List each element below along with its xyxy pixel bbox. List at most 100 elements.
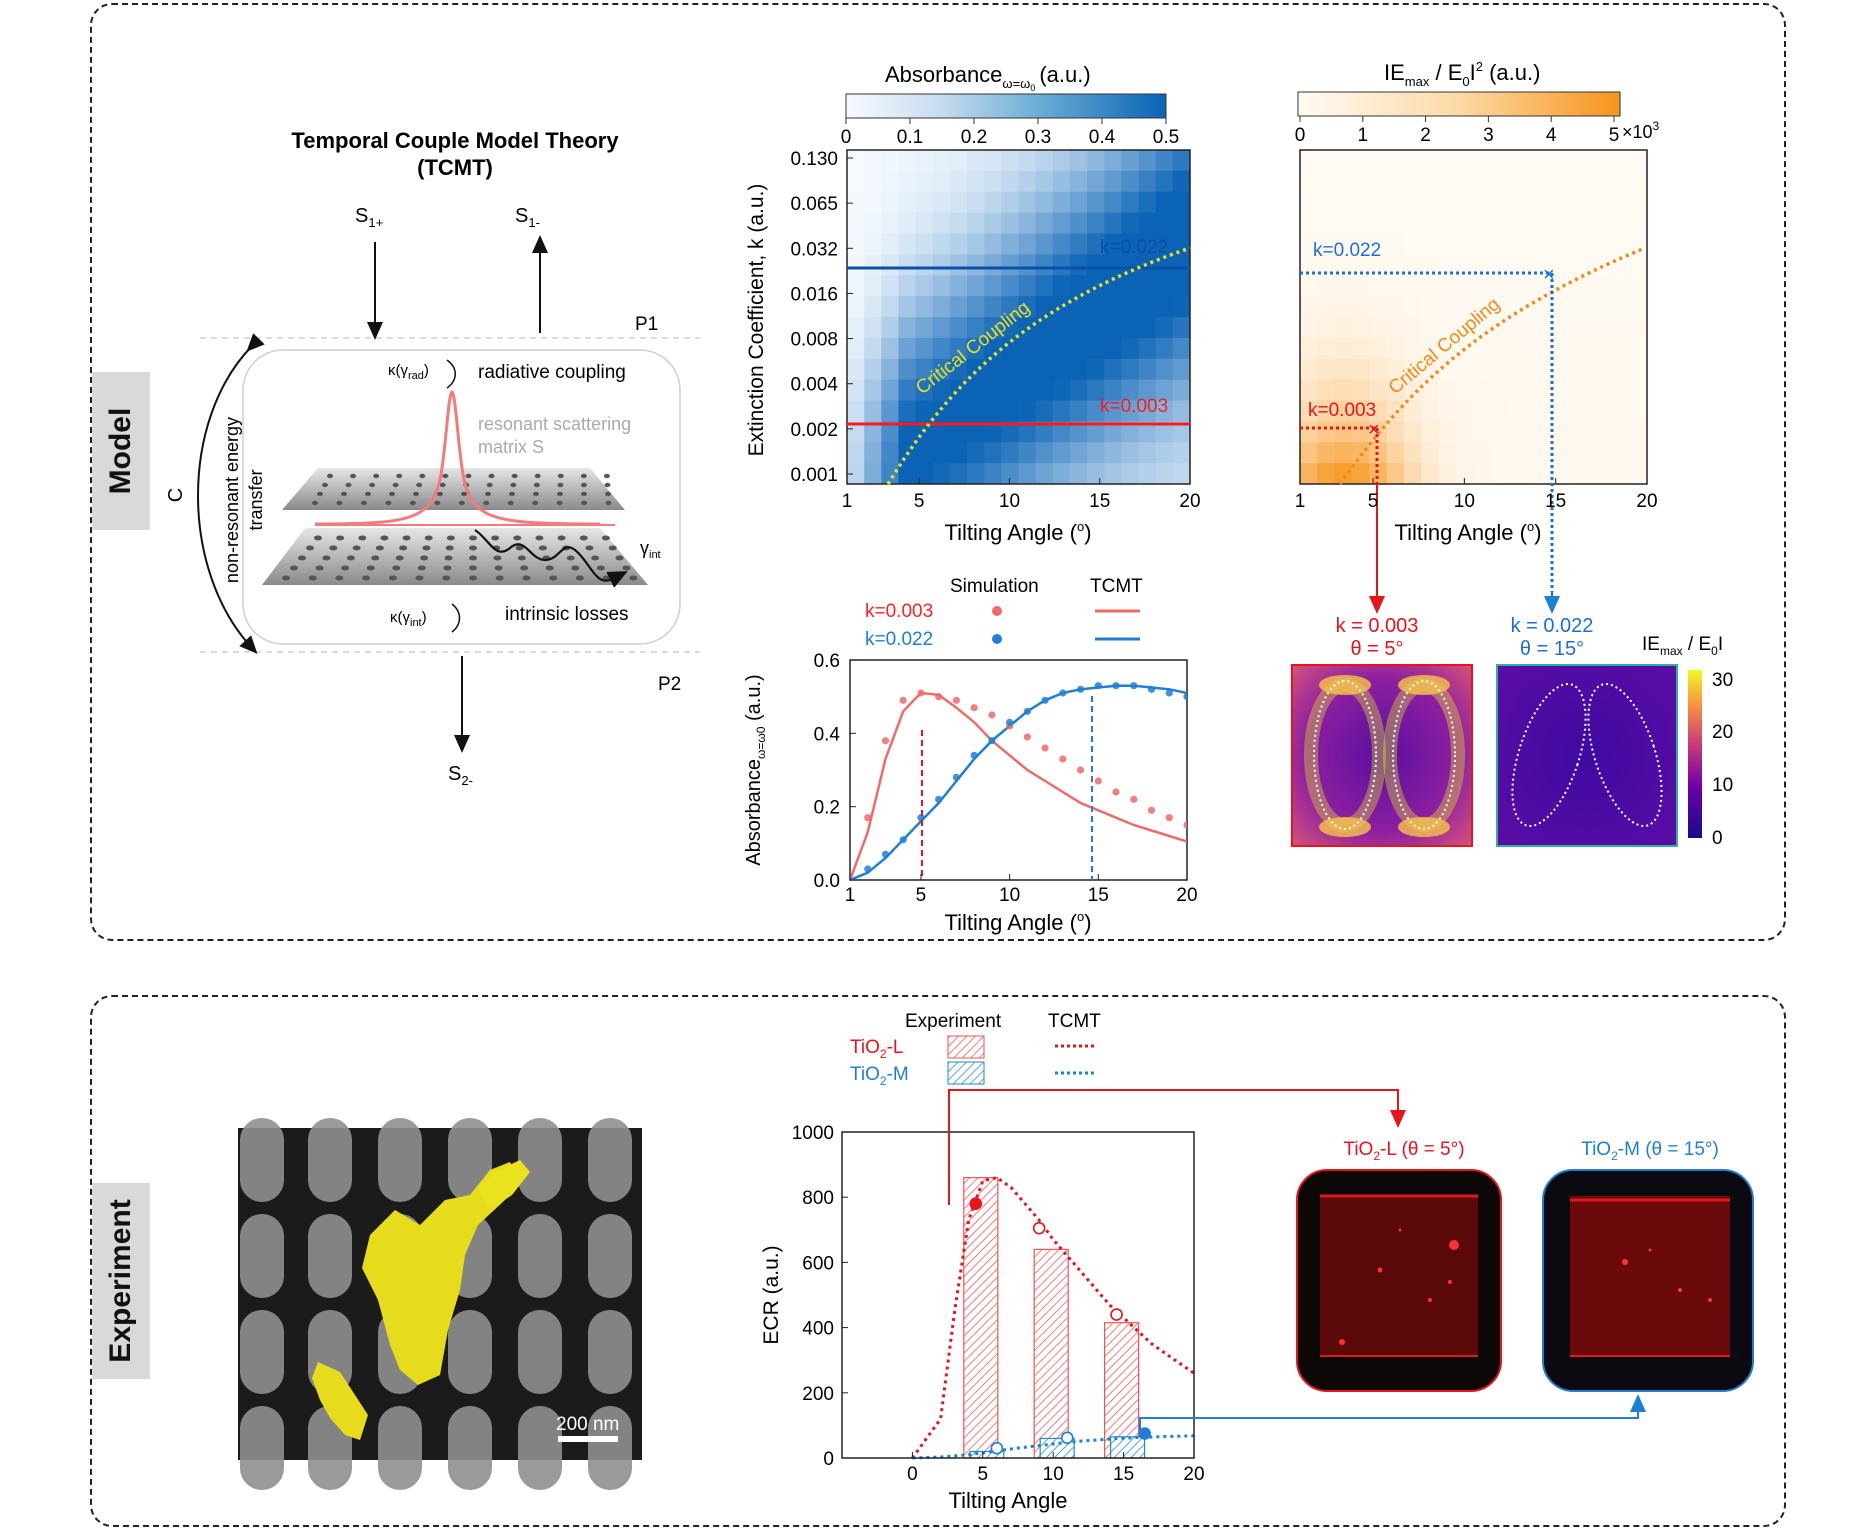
field-heat-cell bbox=[1542, 421, 1561, 443]
field-heat-cell bbox=[1629, 170, 1647, 193]
fluorescence-images: TiO2-L (θ = 5°) TiO2-M (θ = 15°) bbox=[1296, 1139, 1754, 1392]
field-heat-cell bbox=[1317, 191, 1336, 214]
field-heat-cell bbox=[1612, 296, 1631, 318]
pillar bbox=[615, 555, 624, 561]
abs-heat-cell bbox=[1138, 358, 1157, 381]
pillar bbox=[380, 535, 389, 541]
field-heat-cell bbox=[1508, 337, 1527, 360]
ecr-blue-connector bbox=[1139, 1394, 1646, 1434]
field-heat-cell bbox=[1560, 358, 1579, 381]
field-heat-cell bbox=[1404, 358, 1423, 381]
absplot-sim-point bbox=[899, 836, 907, 844]
abs-heat-cell bbox=[864, 463, 882, 484]
abs-heat-cell bbox=[1172, 337, 1190, 360]
field-xlabel: Tilting Angle (o) bbox=[1394, 519, 1541, 545]
abs-heat-cell bbox=[1035, 379, 1054, 402]
field-heat-cell bbox=[1508, 170, 1527, 193]
field-heat-cell bbox=[1490, 442, 1509, 464]
pillar bbox=[469, 575, 477, 581]
abs-heat-cell bbox=[1138, 442, 1157, 464]
abs-heat-cell bbox=[949, 379, 968, 402]
field-heat-cell bbox=[1369, 275, 1388, 297]
fluor-right-title: TiO2-M (θ = 15°) bbox=[1581, 1139, 1719, 1163]
absplot-sim-point bbox=[881, 850, 890, 858]
abs-heat-cell bbox=[881, 212, 900, 235]
field-frame bbox=[1299, 149, 1648, 485]
field-heat-cell bbox=[1473, 442, 1492, 464]
field-heat-cell bbox=[1508, 463, 1527, 484]
pillar bbox=[417, 565, 426, 571]
pillar bbox=[358, 535, 367, 541]
field-x-tick-label: 20 bbox=[1636, 491, 1657, 512]
abs-heat-cell bbox=[915, 379, 934, 402]
pillar bbox=[352, 545, 361, 551]
field-heat-cell bbox=[1629, 150, 1647, 172]
field-heat-cell bbox=[1421, 337, 1440, 360]
field-heat-cell bbox=[1508, 400, 1527, 422]
nf-colorbar-ticks: 30 20 10 0 bbox=[1712, 670, 1733, 849]
abs-heat-cell bbox=[864, 150, 882, 172]
absplot-x-tick-label: 10 bbox=[999, 885, 1020, 906]
abs-heat-cell bbox=[898, 150, 917, 172]
field-heat-cell bbox=[1473, 191, 1492, 214]
pillar bbox=[402, 535, 411, 541]
field-heat-cell bbox=[1386, 337, 1405, 360]
ecr-y-tick-label: 600 bbox=[802, 1253, 834, 1274]
field-heat-cell bbox=[1386, 442, 1405, 464]
abs-heat-cell bbox=[1069, 463, 1088, 484]
field-heat-cell bbox=[1404, 233, 1423, 255]
radiative-coupling-label: radiative coupling bbox=[478, 362, 626, 383]
pillar bbox=[420, 555, 429, 561]
absplot-y-ticks: 0.0 0.2 0.4 0.6 bbox=[814, 651, 856, 892]
field-heat-cell bbox=[1334, 400, 1353, 422]
abs-heat-cell bbox=[1069, 191, 1088, 214]
sem-pillar bbox=[518, 1214, 562, 1298]
abs-heat-cell bbox=[1069, 421, 1088, 443]
abs-heat-cell bbox=[1087, 150, 1105, 172]
abs-heat-cell bbox=[1069, 358, 1088, 381]
pillar bbox=[585, 545, 594, 551]
abs-heat-cell bbox=[984, 212, 1002, 235]
abs-heat-cell bbox=[1138, 337, 1157, 360]
pillar bbox=[596, 565, 605, 571]
abs-heat-cell bbox=[984, 275, 1002, 297]
field-heat-cell bbox=[1438, 170, 1457, 193]
abs-heat-cell bbox=[967, 150, 985, 172]
abs-heat-cell bbox=[847, 421, 865, 443]
field-heat-cell bbox=[1456, 400, 1475, 422]
field-heat-cell bbox=[1456, 463, 1475, 484]
abs-heat-cell bbox=[1052, 150, 1071, 172]
pillar bbox=[424, 535, 433, 541]
abs-heat-cell bbox=[1069, 379, 1088, 402]
field-heat-cell bbox=[1594, 442, 1613, 464]
pillar bbox=[314, 535, 322, 541]
field-heat-cell bbox=[1594, 463, 1613, 484]
sem-pillar bbox=[240, 1118, 284, 1202]
field-heat-cells bbox=[1300, 150, 1647, 484]
field-heat-cell bbox=[1421, 358, 1440, 381]
sem-pillar bbox=[308, 1118, 352, 1202]
abs-heat-cell bbox=[1155, 254, 1174, 276]
abs-heat-cell bbox=[864, 233, 882, 255]
field-heat-cell bbox=[1525, 170, 1544, 193]
field-heat-cell bbox=[1317, 254, 1336, 276]
field-heat-cell bbox=[1612, 275, 1631, 297]
field-heat-cell bbox=[1612, 317, 1631, 339]
sem-pillar bbox=[448, 1310, 492, 1394]
pillar bbox=[365, 491, 371, 497]
abs-heat-cell bbox=[847, 150, 865, 172]
abs-y-tick-label: 0.004 bbox=[790, 375, 838, 396]
field-heat-cell bbox=[1612, 379, 1631, 402]
abs-heat-cell bbox=[1172, 463, 1190, 484]
abs-heat-cell bbox=[1138, 254, 1157, 276]
ecr-xlabel: Tilting Angle bbox=[948, 1488, 1067, 1513]
field-heat-cell bbox=[1612, 191, 1631, 214]
field-heat-cell bbox=[1352, 150, 1370, 172]
abs-heat-cell bbox=[881, 358, 900, 381]
ecr-x-tick-label: 0 bbox=[907, 1464, 918, 1485]
abs-heat-cell bbox=[847, 233, 865, 255]
abs-heat-cell bbox=[915, 317, 934, 339]
ecr-y-tick-label: 800 bbox=[802, 1188, 834, 1209]
pillar bbox=[580, 473, 587, 479]
abs-heat-cell bbox=[1018, 170, 1037, 193]
